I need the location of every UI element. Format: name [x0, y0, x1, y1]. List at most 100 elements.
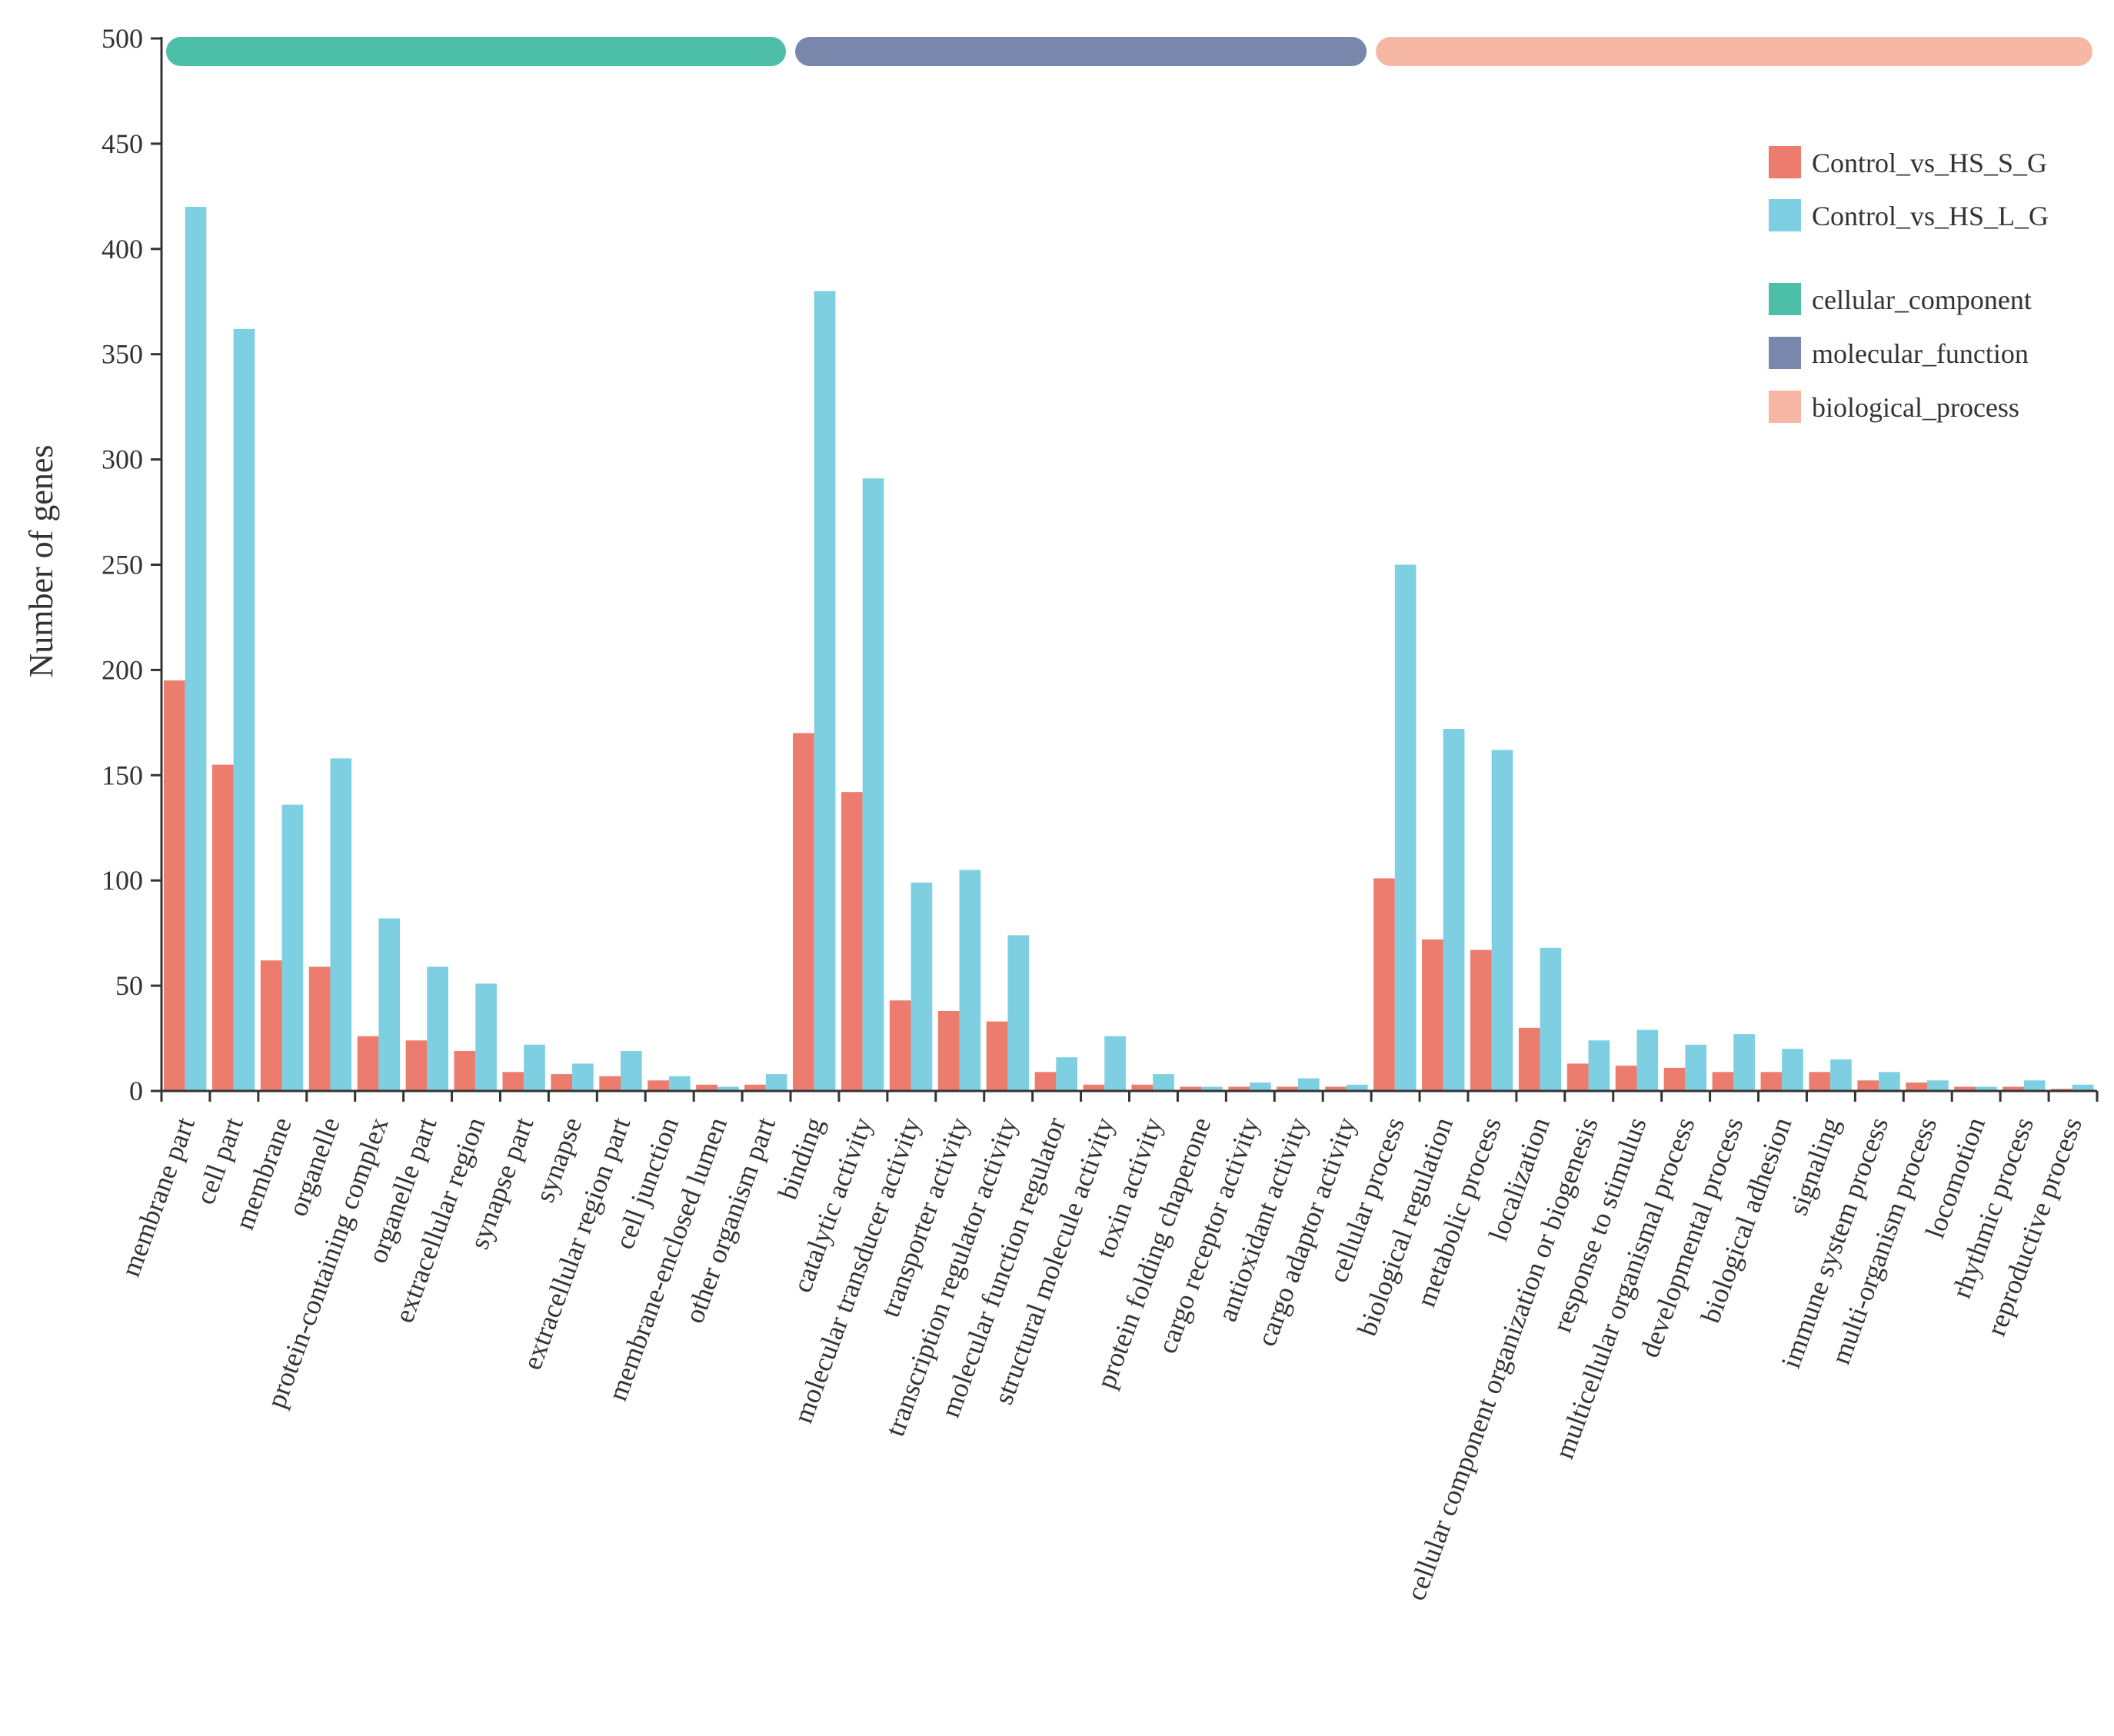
bar-l-25 [1394, 564, 1417, 1091]
y-tick-label: 150 [102, 760, 143, 790]
bar-s-11 [696, 1084, 717, 1091]
bar-l-31 [1685, 1044, 1707, 1091]
bar-s-21 [1180, 1086, 1202, 1091]
bar-l-21 [1201, 1086, 1223, 1091]
bar-l-10 [668, 1076, 691, 1091]
legend-cellular-component-swatch [1769, 283, 1801, 315]
bar-l-32 [1733, 1034, 1755, 1091]
bar-l-29 [1588, 1040, 1610, 1091]
bar-l-20 [1153, 1074, 1174, 1091]
bar-l-9 [621, 1050, 642, 1091]
y-tick-label: 300 [102, 444, 143, 475]
bar-l-19 [1104, 1036, 1126, 1091]
bar-l-26 [1443, 729, 1465, 1091]
group-bar-molecular_function [795, 37, 1367, 66]
bar-s-10 [648, 1080, 669, 1091]
legend-molecular-function-label: molecular_function [1812, 338, 2029, 369]
bars [164, 207, 2094, 1091]
bar-s-7 [502, 1072, 524, 1091]
bar-s-12 [744, 1084, 766, 1091]
legend-series-s-swatch [1769, 146, 1801, 178]
bar-l-22 [1250, 1083, 1271, 1091]
bar-s-35 [1857, 1080, 1879, 1091]
bar-s-5 [405, 1040, 428, 1091]
bar-s-13 [793, 733, 814, 1091]
bar-l-11 [717, 1086, 739, 1091]
legend-cellular-component-label: cellular_component [1812, 284, 2032, 315]
y-tick-label: 100 [102, 865, 143, 896]
legend-series-l-label: Control_vs_HS_L_G [1812, 201, 2049, 231]
bar-l-37 [1975, 1086, 1997, 1091]
bar-s-18 [1034, 1072, 1057, 1091]
bar-l-13 [814, 291, 836, 1091]
y-axis: 0 50 100 150 200 250 300 350 400 450 500 [102, 23, 163, 1106]
y-tick-label: 500 [102, 23, 143, 54]
bar-l-27 [1491, 750, 1513, 1091]
bar-l-34 [1830, 1059, 1852, 1091]
bar-s-0 [164, 680, 185, 1091]
bar-s-14 [841, 792, 863, 1091]
bar-s-6 [454, 1050, 476, 1091]
bar-s-34 [1809, 1072, 1831, 1091]
bar-l-24 [1346, 1084, 1368, 1091]
bar-l-3 [330, 758, 352, 1091]
bar-l-4 [378, 918, 401, 1091]
bar-s-16 [937, 1010, 960, 1091]
x-tick-label: membrane part [115, 1113, 201, 1281]
bar-s-8 [551, 1074, 573, 1091]
bar-l-2 [281, 804, 304, 1091]
bar-l-35 [1879, 1072, 1900, 1091]
legend-biological-process-label: biological_process [1812, 392, 2019, 423]
bar-l-15 [911, 882, 933, 1091]
y-tick-label: 450 [102, 128, 143, 159]
bar-l-38 [2023, 1080, 2046, 1091]
legend-biological-process-swatch [1769, 391, 1801, 423]
bar-s-19 [1083, 1084, 1105, 1091]
bar-s-30 [1615, 1066, 1637, 1091]
bar-s-36 [1906, 1083, 1927, 1091]
bar-s-17 [986, 1021, 1008, 1091]
bar-l-14 [862, 478, 884, 1091]
bar-s-28 [1518, 1027, 1540, 1091]
group-bar-biological_process [1376, 37, 2092, 66]
bar-s-27 [1470, 949, 1492, 1091]
y-axis-label: Number of genes [22, 444, 60, 677]
bar-s-29 [1566, 1063, 1589, 1091]
bar-l-33 [1782, 1049, 1803, 1091]
bar-s-3 [308, 966, 331, 1091]
bar-l-18 [1056, 1057, 1078, 1091]
bar-s-24 [1325, 1086, 1347, 1091]
legend: Control_vs_HS_S_G Control_vs_HS_L_Gcellul… [1769, 146, 2049, 423]
bar-l-30 [1636, 1029, 1659, 1091]
bar-l-36 [1926, 1080, 1949, 1091]
bar-s-4 [357, 1036, 379, 1091]
bar-s-38 [2002, 1086, 2024, 1091]
bar-s-20 [1131, 1084, 1154, 1091]
y-tick-label: 250 [102, 550, 143, 580]
bar-l-6 [475, 983, 497, 1091]
bar-s-33 [1760, 1072, 1783, 1091]
bar-l-5 [427, 966, 448, 1091]
bar-l-28 [1540, 947, 1562, 1091]
bar-l-16 [959, 870, 981, 1091]
y-tick-label: 400 [102, 234, 143, 264]
bar-s-31 [1663, 1067, 1686, 1091]
bar-s-22 [1228, 1086, 1250, 1091]
bar-l-7 [524, 1044, 545, 1091]
bar-l-8 [572, 1063, 594, 1091]
bar-l-12 [765, 1074, 787, 1091]
legend-series-s-label: Control_vs_HS_S_G [1812, 148, 2047, 178]
bar-s-9 [599, 1076, 621, 1091]
legend-series-l-swatch [1769, 199, 1801, 231]
y-tick-label: 50 [115, 970, 143, 1001]
group-bars [166, 37, 2092, 66]
bar-l-0 [185, 207, 207, 1091]
y-tick-label: 350 [102, 339, 143, 370]
bar-l-39 [2072, 1084, 2094, 1091]
bar-l-23 [1297, 1078, 1320, 1091]
bar-s-26 [1422, 939, 1443, 1091]
y-tick-label: 200 [102, 654, 143, 685]
bar-s-25 [1373, 878, 1395, 1091]
legend-molecular-function-swatch [1769, 337, 1801, 369]
